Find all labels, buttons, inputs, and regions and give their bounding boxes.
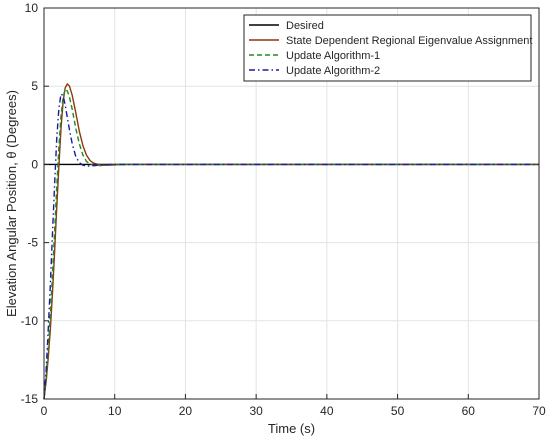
series-line-3 bbox=[43, 88, 539, 400]
x-axis-title: Time (s) bbox=[268, 421, 315, 436]
legend-label: Desired bbox=[286, 20, 324, 32]
legend: Desired State Dependent Regional Eigenval… bbox=[243, 14, 532, 82]
x-tick-label: 0 bbox=[41, 404, 48, 418]
x-tick-label: 60 bbox=[462, 404, 476, 418]
x-tick-label: 70 bbox=[532, 404, 546, 418]
y-axis-title: Elevation Angular Position, θ (Degrees) bbox=[4, 90, 19, 317]
axis-ticks: 0 10 20 30 40 50 60 70 -15 -10 -5 0 5 10 bbox=[21, 1, 546, 418]
legend-label: Update Algorithm-2 bbox=[286, 65, 380, 77]
legend-label: State Dependent Regional Eigenvalue Assi… bbox=[286, 35, 532, 47]
y-tick-label: -10 bbox=[21, 314, 39, 328]
x-tick-label: 10 bbox=[108, 404, 122, 418]
legend-label: Update Algorithm-1 bbox=[286, 50, 380, 62]
plot-frame bbox=[43, 7, 540, 400]
x-tick-label: 40 bbox=[320, 404, 334, 418]
series-line-4 bbox=[43, 93, 539, 400]
x-tick-label: 30 bbox=[249, 404, 263, 418]
y-tick-label: -5 bbox=[27, 236, 38, 250]
x-tick-label: 20 bbox=[179, 404, 193, 418]
y-tick-label: 5 bbox=[31, 79, 38, 93]
y-tick-label: -15 bbox=[21, 392, 39, 406]
series-lines bbox=[43, 83, 539, 400]
y-tick-label: 10 bbox=[25, 1, 39, 15]
x-tick-label: 50 bbox=[391, 404, 405, 418]
y-tick-label: 0 bbox=[31, 157, 38, 171]
legend-box bbox=[243, 14, 532, 82]
